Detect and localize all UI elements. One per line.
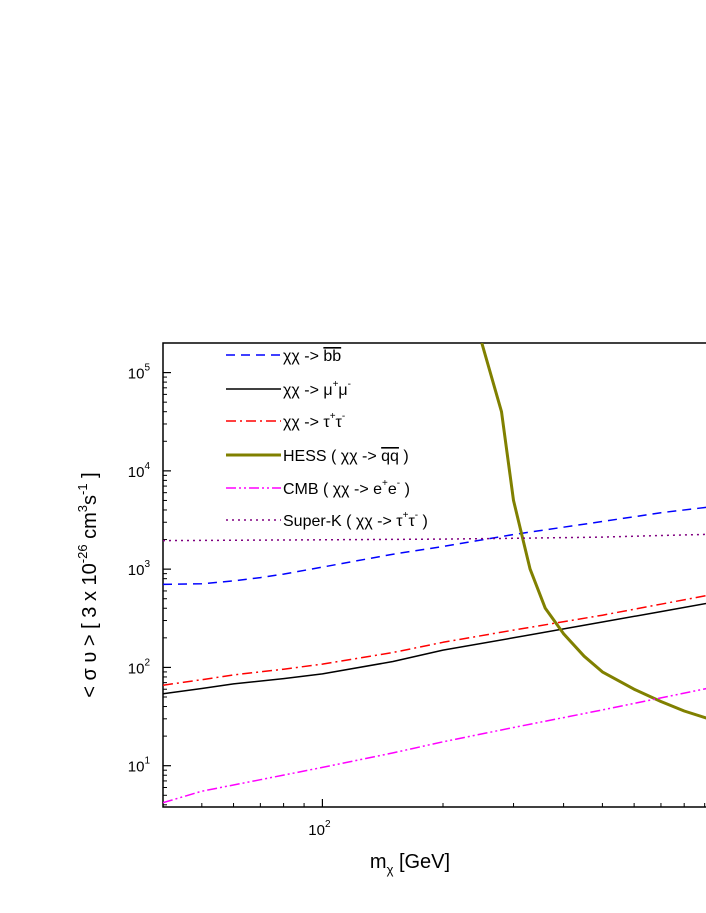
y-axis-label: < σ υ > [ 3 x 10-26 cm3s-1 ] [75,472,101,697]
axis-ticks: 101 102 103 104 105 102 [128,342,706,839]
legend-label-bb: χχ -> bb [283,348,341,365]
plot-frame [162,342,706,808]
series-line-cmb [163,687,706,804]
series-line-bb [163,506,706,586]
y-tick-label: 102 [128,657,151,677]
legend-label-cmb: CMB ( χχ -> e+e- ) [283,478,410,498]
x-axis-label: mχ [GeV] [370,851,450,877]
y-tick-label: 101 [128,756,151,776]
series-line-tautau [163,594,706,686]
series-line-mumu [163,602,706,695]
series-line-hess [480,343,706,720]
legend-label-tautau: χχ -> τ+τ- [283,411,345,431]
legend-label-mumu: χχ -> μ+μ- [283,379,351,399]
series-line-superk [163,533,706,542]
legend-label-hess: HESS ( χχ -> qq ) [283,448,409,465]
series-group [163,343,706,804]
y-tick-label: 103 [128,559,151,579]
legend: χχ -> bb χχ -> μ+μ-χχ -> τ+τ- HESS ( χχ ->… [226,348,428,530]
legend-label-superk: Super-K ( χχ -> τ+τ- ) [283,510,428,530]
y-tick-label: 105 [128,363,151,383]
x-tick-label: 102 [308,819,331,839]
y-tick-label: 104 [128,461,151,481]
